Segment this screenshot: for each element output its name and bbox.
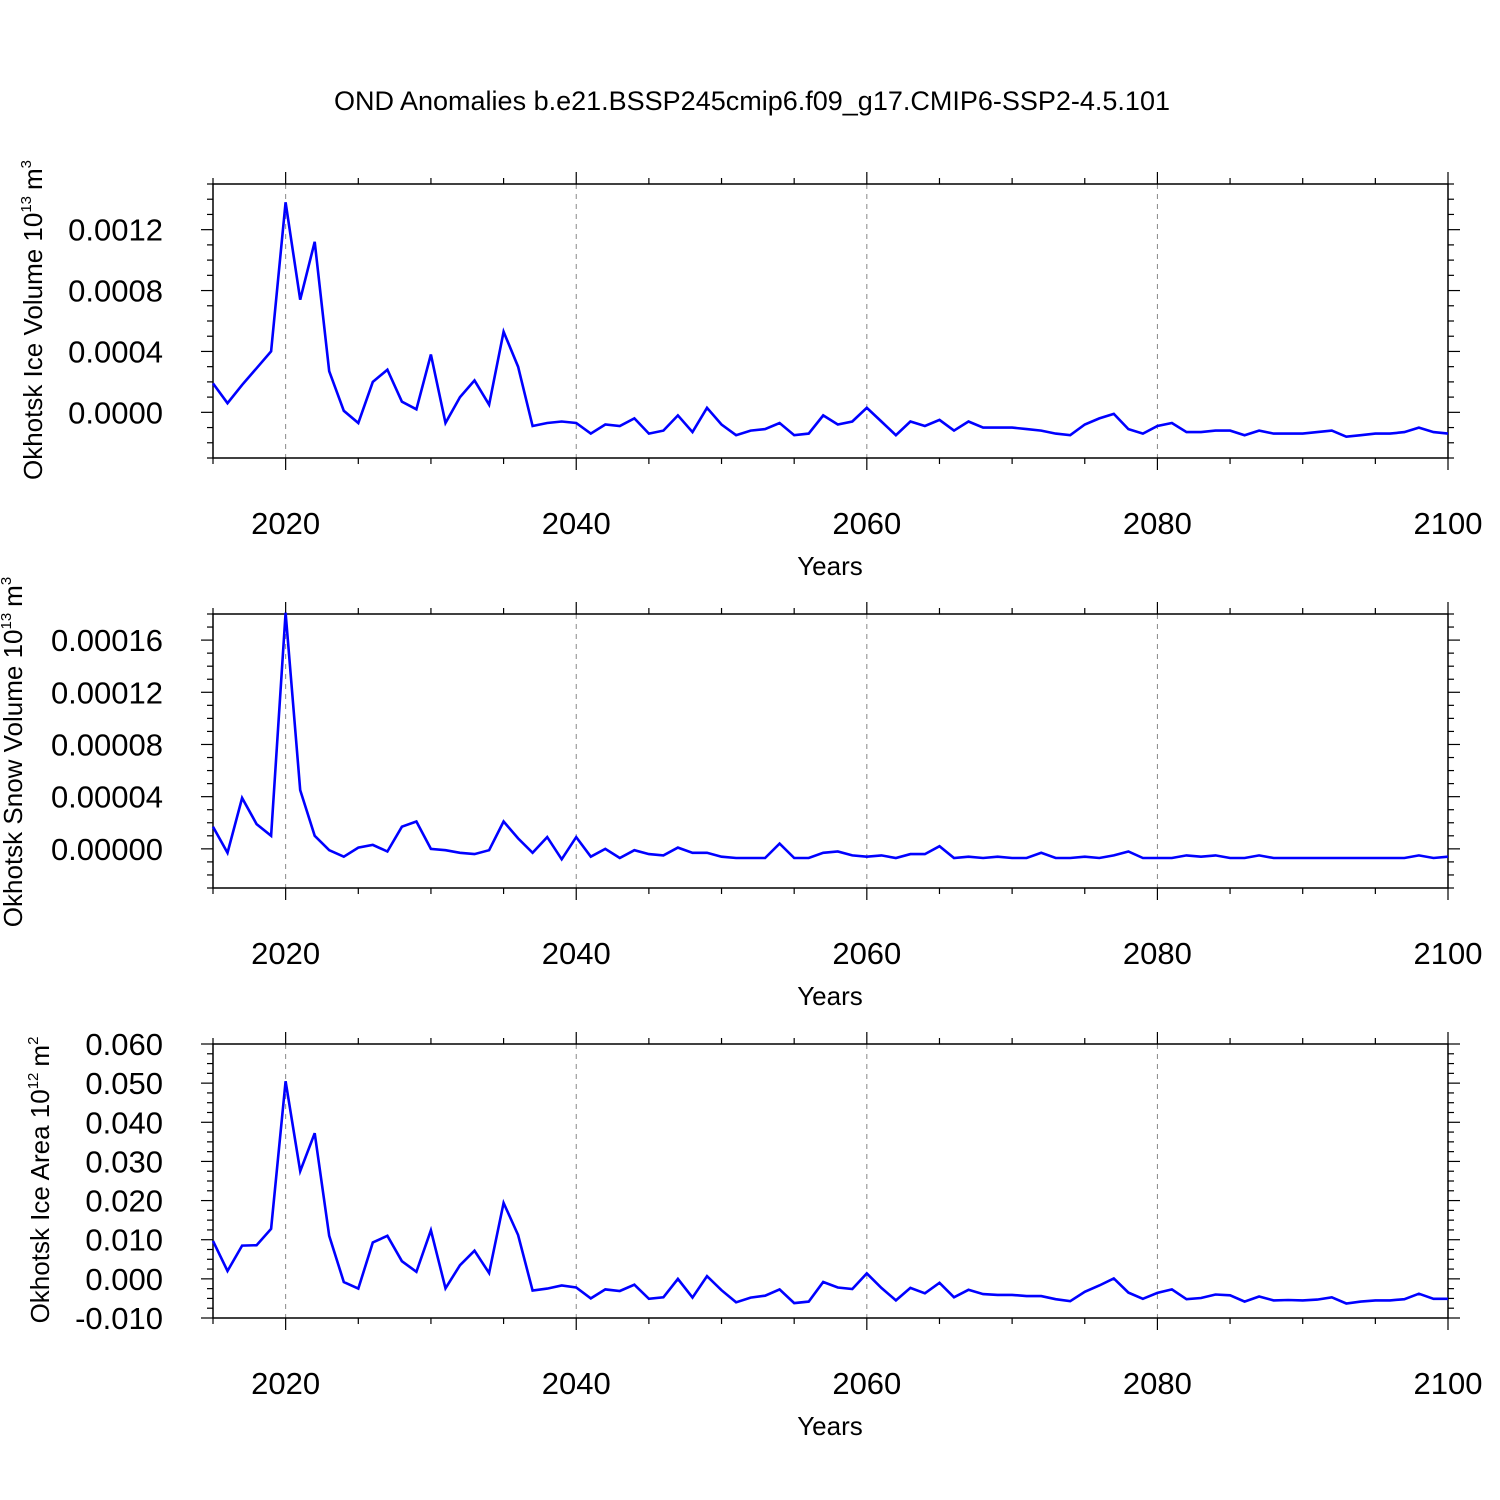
y-axis-title-unit-exponent: 3 <box>18 160 35 168</box>
figure-title: OND Anomalies b.e21.BSSP245cmip6.f09_g17… <box>334 86 1170 116</box>
y-tick-label: 0.060 <box>85 1027 163 1062</box>
y-axis-title-unit-exponent: 2 <box>25 1037 42 1045</box>
plot-frame <box>212 183 1449 459</box>
x-tick-label: 2040 <box>542 506 611 541</box>
y-tick-label: -0.010 <box>75 1301 163 1336</box>
y-tick-label: 0.0008 <box>68 274 163 309</box>
x-tick-label: 2020 <box>251 936 320 971</box>
y-axis-title: Okhotsk Ice Area 1012 m2 <box>25 1037 55 1324</box>
y-axis-title-unit: m <box>18 168 48 190</box>
x-tick-label: 2060 <box>832 936 901 971</box>
y-axis-title-unit: m <box>25 1045 55 1067</box>
x-tick-label: 2080 <box>1123 506 1192 541</box>
y-tick-label: 0.0004 <box>68 334 163 369</box>
y-axis-title-unit-exponent: 3 <box>0 577 15 585</box>
y-tick-label: 0.0000 <box>68 395 163 430</box>
y-axis-title: Okhotsk Ice Volume 1013 m3 <box>18 160 48 480</box>
y-tick-label: 0.040 <box>85 1105 163 1140</box>
y-axis-title-text: Okhotsk Snow Volume 10 <box>0 629 28 927</box>
x-tick-label: 2040 <box>542 1366 611 1401</box>
x-tick-label: 2080 <box>1123 1366 1192 1401</box>
y-axis-title: Okhotsk Snow Volume 1013 m3 <box>0 577 28 927</box>
x-axis-title: Years <box>797 551 863 581</box>
y-tick-label: 0.010 <box>85 1223 163 1258</box>
plot-frame <box>212 1043 1449 1319</box>
plot-frame <box>212 613 1449 889</box>
x-axis-title: Years <box>797 981 863 1011</box>
x-tick-label: 2100 <box>1414 1366 1483 1401</box>
panel-2: 0.00000 0.00004 0.00008 0.00012 0.00016 2020 2… <box>0 577 1482 1011</box>
y-tick-label: 0.00004 <box>51 780 163 815</box>
y-tick-label: 0.00012 <box>51 675 163 710</box>
panel-3: -0.010 0.000 0.010 0.020 0.030 0.040 0.050 0.06… <box>25 1027 1482 1441</box>
y-tick-label: 0.020 <box>85 1184 163 1219</box>
y-axis-title-exponent: 13 <box>18 196 35 213</box>
y-tick-label: 0.00016 <box>51 623 163 658</box>
x-tick-label: 2080 <box>1123 936 1192 971</box>
x-tick-label: 2060 <box>832 506 901 541</box>
series-line <box>211 612 1449 862</box>
series-line <box>211 1080 1448 1305</box>
y-axis-title-exponent: 13 <box>0 613 15 630</box>
y-tick-label: 0.0012 <box>68 213 163 248</box>
x-tick-label: 2020 <box>251 1366 320 1401</box>
x-axis-title: Years <box>797 1411 863 1441</box>
y-tick-label: 0.050 <box>85 1066 163 1101</box>
y-tick-label: 0.00008 <box>51 727 163 762</box>
y-tick-label: 0.000 <box>85 1262 163 1297</box>
y-axis-title-text: Okhotsk Ice Volume 10 <box>18 213 48 480</box>
x-tick-label: 2100 <box>1414 936 1483 971</box>
y-tick-label: 0.00000 <box>51 832 163 867</box>
y-tick-label: 0.030 <box>85 1144 163 1179</box>
y-axis-title-unit: m <box>0 585 28 607</box>
x-tick-label: 2060 <box>832 1366 901 1401</box>
y-axis-title-text: Okhotsk Ice Area 10 <box>25 1089 55 1323</box>
panel-1: 0.0000 0.0004 0.0008 0.0012 2020 2040 2060 2080… <box>18 160 1482 581</box>
series-line <box>211 202 1449 439</box>
x-tick-label: 2020 <box>251 506 320 541</box>
x-tick-label: 2100 <box>1414 506 1483 541</box>
y-axis-title-exponent: 12 <box>25 1073 42 1090</box>
x-tick-label: 2040 <box>542 936 611 971</box>
